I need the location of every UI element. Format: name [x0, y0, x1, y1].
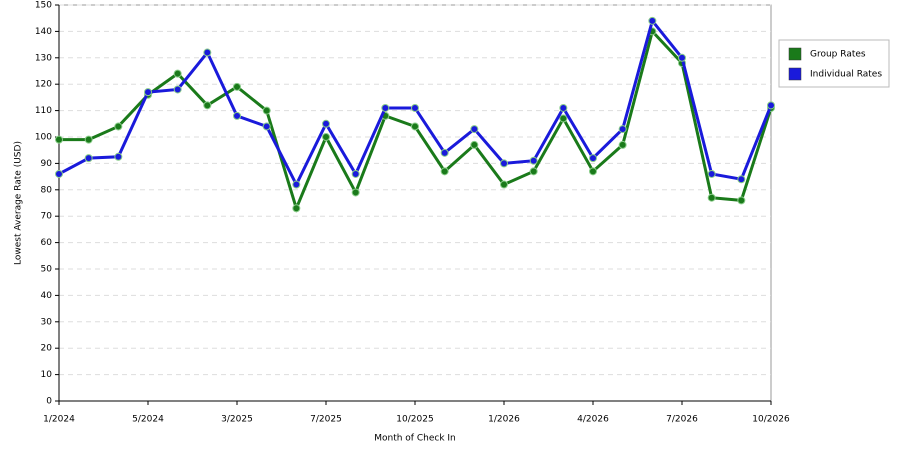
data-point	[559, 103, 568, 112]
x-tick-label: 4/2026	[577, 415, 609, 425]
data-point	[84, 154, 93, 163]
data-point	[529, 156, 538, 165]
data-point	[203, 48, 212, 57]
y-tick-label: 10	[41, 370, 53, 380]
y-tick-label: 140	[35, 27, 52, 37]
x-axis-label: Month of Check In	[374, 434, 456, 444]
data-point	[707, 193, 716, 202]
y-tick-label: 60	[41, 238, 53, 248]
data-point	[55, 169, 63, 178]
data-point	[351, 169, 360, 178]
data-point	[500, 159, 508, 168]
data-point	[262, 106, 271, 115]
data-point	[411, 103, 419, 112]
data-point	[618, 140, 627, 149]
y-tick-label: 150	[35, 1, 52, 11]
x-tick-label: 10/2026	[752, 415, 790, 425]
data-point	[84, 135, 93, 144]
data-point	[292, 180, 301, 189]
data-point	[648, 16, 657, 25]
data-point	[529, 167, 538, 176]
data-point	[114, 122, 123, 131]
legend-label: Group Rates	[810, 50, 866, 60]
data-point	[322, 119, 330, 128]
data-point	[351, 188, 360, 197]
x-tick-label: 10/2025	[396, 415, 433, 425]
data-point	[203, 101, 212, 110]
y-tick-label: 70	[41, 212, 53, 222]
data-point	[322, 133, 330, 141]
plot-area	[58, 4, 772, 402]
data-point	[707, 169, 716, 178]
data-point	[233, 111, 241, 120]
y-axis-label: Lowest Average Rate (USD)	[14, 141, 24, 265]
y-tick-label: 30	[41, 317, 53, 327]
y-tick-label: 0	[46, 397, 52, 407]
data-point	[470, 140, 479, 149]
data-point	[618, 125, 627, 134]
data-point	[55, 135, 63, 144]
data-point	[233, 82, 241, 91]
x-tick-label: 7/2025	[310, 415, 342, 425]
data-point	[500, 180, 508, 189]
data-point	[559, 114, 568, 123]
data-point	[114, 152, 123, 161]
y-tick-label: 130	[35, 53, 52, 63]
data-point	[589, 154, 597, 163]
x-tick-label: 7/2026	[666, 415, 698, 425]
legend-swatch	[788, 67, 802, 81]
data-point	[678, 53, 686, 62]
data-point	[589, 167, 597, 176]
legend-label: Individual Rates	[810, 70, 882, 80]
y-tick-label: 120	[35, 80, 52, 90]
data-point	[440, 148, 449, 157]
y-tick-label: 90	[41, 159, 53, 169]
data-point	[173, 69, 182, 78]
data-point	[262, 122, 271, 131]
x-tick-label: 1/2024	[43, 415, 75, 425]
legend-swatch	[788, 47, 802, 61]
data-point	[292, 204, 301, 213]
data-point	[381, 103, 390, 112]
data-point	[144, 88, 152, 97]
data-point	[470, 125, 479, 134]
y-tick-label: 80	[41, 185, 53, 195]
y-tick-label: 40	[41, 291, 53, 301]
data-point	[737, 196, 746, 205]
y-tick-label: 110	[35, 106, 52, 116]
y-tick-label: 20	[41, 344, 53, 354]
data-point	[767, 101, 775, 110]
data-point	[737, 175, 746, 184]
x-tick-label: 3/2025	[221, 415, 253, 425]
y-tick-label: 50	[41, 265, 53, 275]
y-tick-label: 100	[35, 133, 52, 143]
data-point	[440, 167, 449, 176]
x-tick-label: 1/2026	[488, 415, 520, 425]
data-point	[173, 85, 182, 94]
x-tick-label: 5/2024	[132, 415, 164, 425]
data-point	[411, 122, 419, 131]
